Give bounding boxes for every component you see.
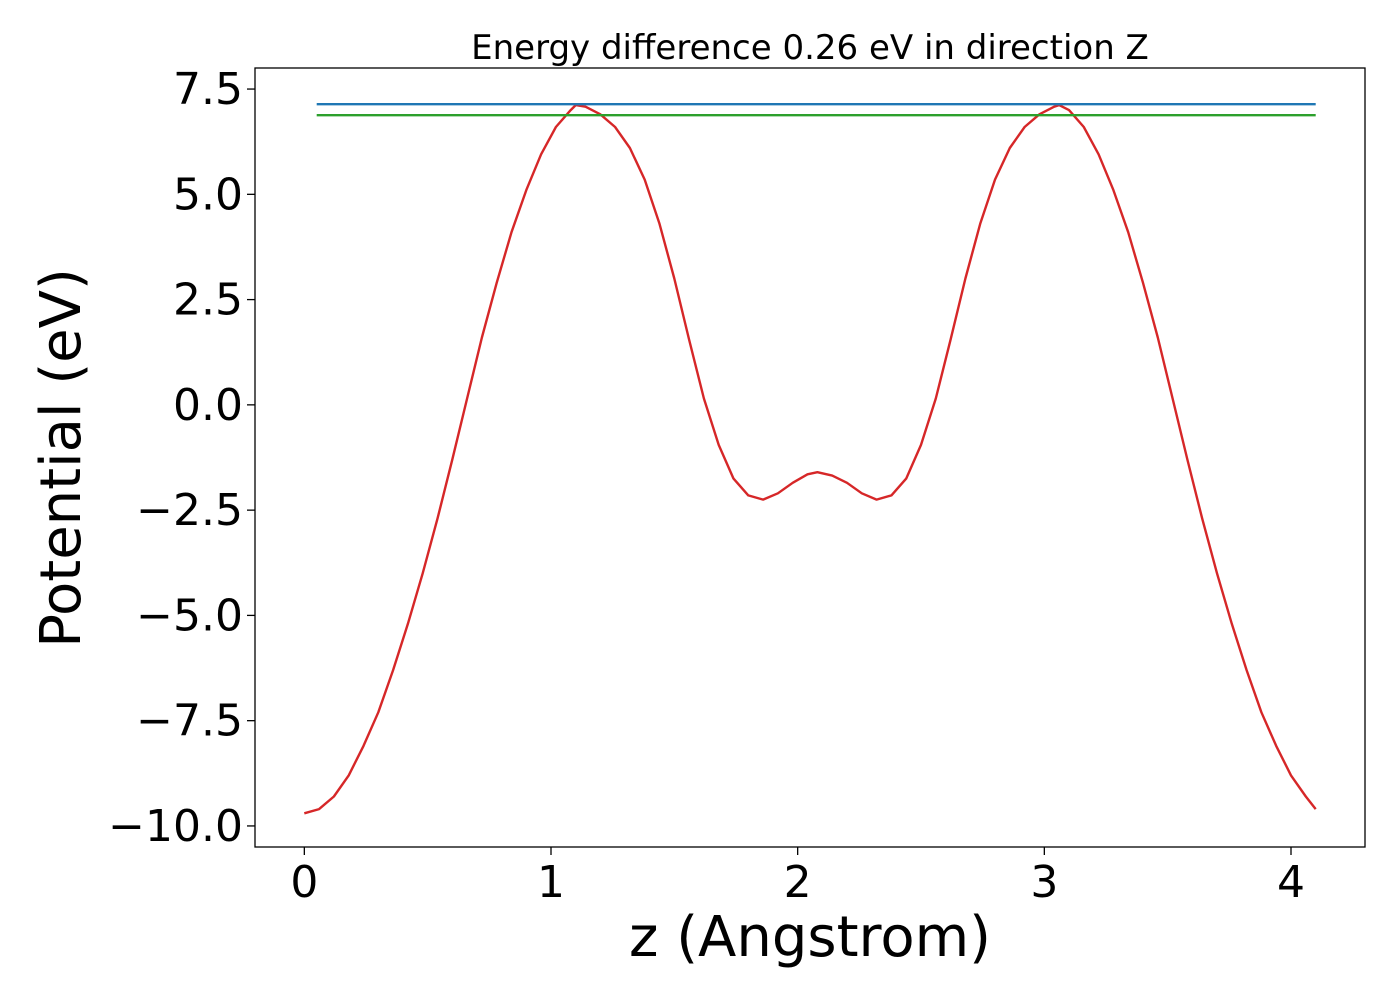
x-tick-label: 1 — [537, 857, 565, 908]
x-tick-label: 3 — [1030, 857, 1058, 908]
y-tick-label: 2.5 — [173, 275, 243, 326]
y-axis-label: Potential (eV) — [29, 268, 94, 648]
y-tick-label: 0.0 — [173, 380, 243, 431]
x-tick-label: 0 — [290, 857, 318, 908]
plot-frame — [254, 67, 1366, 848]
y-tick-label: −2.5 — [136, 485, 243, 536]
x-tick-label: 4 — [1277, 857, 1305, 908]
y-axis: 7.5 5.0 2.5 0.0 −2.5 −5.0 −7.5 −10.0 — [108, 64, 255, 852]
y-tick-label: −5.0 — [136, 590, 243, 641]
x-axis-label: z (Angstrom) — [629, 905, 991, 970]
y-tick-label: −7.5 — [136, 696, 243, 747]
x-axis: 0 1 2 3 4 — [290, 847, 1305, 908]
x-tick-label: 2 — [784, 857, 812, 908]
y-tick-label: 7.5 — [173, 64, 243, 115]
y-tick-label: 5.0 — [173, 169, 243, 220]
series-layer — [303, 102, 1317, 815]
chart-title: Energy difference 0.26 eV in direction Z — [471, 28, 1149, 68]
series-line-1 — [303, 103, 1317, 815]
y-tick-label: −10.0 — [108, 801, 243, 852]
